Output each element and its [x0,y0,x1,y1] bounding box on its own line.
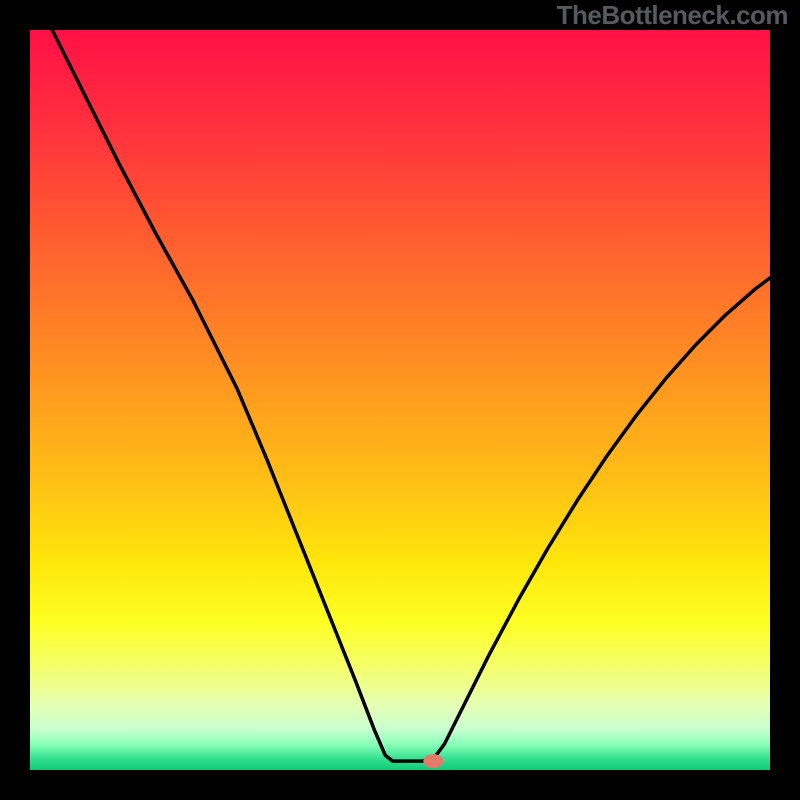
bottleneck-chart [0,0,800,800]
optimal-marker [423,754,443,768]
plot-background [30,30,770,770]
watermark-text: TheBottleneck.com [557,0,788,31]
chart-stage: TheBottleneck.com [0,0,800,800]
